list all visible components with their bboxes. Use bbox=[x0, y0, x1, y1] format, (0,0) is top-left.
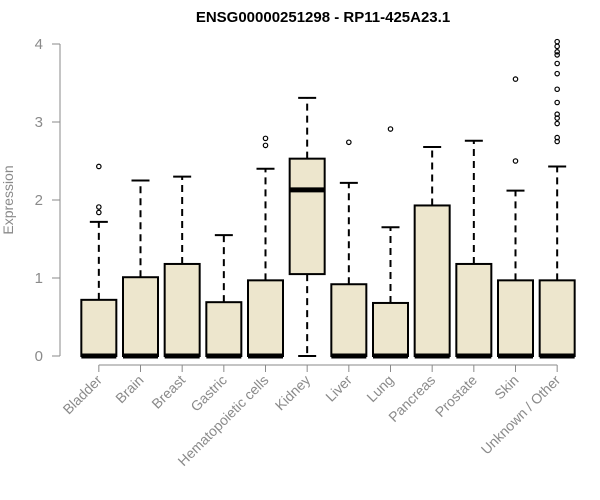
box-breast bbox=[163, 175, 201, 359]
outlier-point bbox=[96, 163, 102, 170]
x-tick-label: Kidney bbox=[272, 372, 314, 414]
x-tick-label: Brain bbox=[112, 372, 146, 406]
box-gastric bbox=[205, 234, 243, 359]
box-iqr bbox=[413, 204, 451, 357]
box-iqr bbox=[372, 301, 409, 357]
y-tick-label: 2 bbox=[35, 192, 43, 209]
y-tick-label: 3 bbox=[35, 114, 43, 131]
box-iqr bbox=[455, 262, 493, 357]
box-kidney bbox=[288, 96, 326, 357]
outlier-point bbox=[554, 99, 560, 106]
outlier-point bbox=[512, 158, 519, 164]
box-iqr bbox=[497, 279, 534, 357]
box-iqr bbox=[538, 279, 576, 357]
outlier-point bbox=[554, 70, 560, 77]
x-tick-label: Lung bbox=[363, 372, 396, 405]
box-brain bbox=[122, 179, 159, 359]
outlier-point bbox=[554, 43, 560, 50]
outlier-point bbox=[262, 142, 269, 149]
box-bladder bbox=[80, 163, 118, 359]
x-tick-label: Breast bbox=[148, 372, 188, 412]
x-tick-label: Unknown / Other bbox=[478, 372, 564, 458]
box-pancreas bbox=[413, 145, 451, 359]
box-iqr bbox=[205, 301, 243, 357]
x-tick-label: Liver bbox=[322, 372, 355, 405]
outlier-point bbox=[512, 76, 519, 82]
box-iqr bbox=[288, 157, 326, 276]
outlier-point bbox=[554, 86, 560, 93]
box-iqr bbox=[330, 283, 368, 357]
box-iqr bbox=[122, 276, 159, 357]
box-iqr bbox=[163, 262, 201, 357]
outlier-point bbox=[554, 38, 560, 45]
outlier-point bbox=[554, 48, 560, 55]
outlier-point bbox=[262, 135, 269, 142]
outlier-point bbox=[387, 126, 394, 132]
outlier-point bbox=[554, 60, 560, 67]
box-series bbox=[80, 38, 576, 359]
outlier-point bbox=[554, 52, 560, 58]
outlier-point bbox=[554, 134, 560, 141]
box-unknown-other bbox=[538, 38, 576, 359]
outlier-point bbox=[96, 209, 102, 216]
y-axis-label: Expression bbox=[0, 165, 16, 234]
box-skin bbox=[497, 76, 534, 359]
box-hematopoietic-cells bbox=[247, 135, 284, 359]
x-tick-label: Bladder bbox=[60, 372, 106, 418]
x-tick-label: Skin bbox=[491, 372, 522, 403]
box-iqr bbox=[80, 298, 118, 357]
outlier-point bbox=[346, 139, 352, 146]
y-tick-label: 4 bbox=[35, 36, 43, 53]
box-iqr bbox=[247, 279, 284, 357]
outlier-point bbox=[554, 111, 560, 118]
box-lung bbox=[372, 126, 409, 359]
outlier-point bbox=[554, 120, 560, 127]
y-axis: 0 1 2 3 4 bbox=[35, 36, 61, 365]
box-prostate bbox=[455, 139, 493, 359]
outlier-point bbox=[96, 204, 102, 210]
y-tick-label: 1 bbox=[35, 270, 43, 287]
box-liver bbox=[330, 139, 368, 359]
y-tick-label: 0 bbox=[35, 348, 43, 365]
chart-title: ENSG00000251298 - RP11-425A23.1 bbox=[196, 9, 450, 26]
x-tick-label: Prostate bbox=[432, 372, 480, 420]
